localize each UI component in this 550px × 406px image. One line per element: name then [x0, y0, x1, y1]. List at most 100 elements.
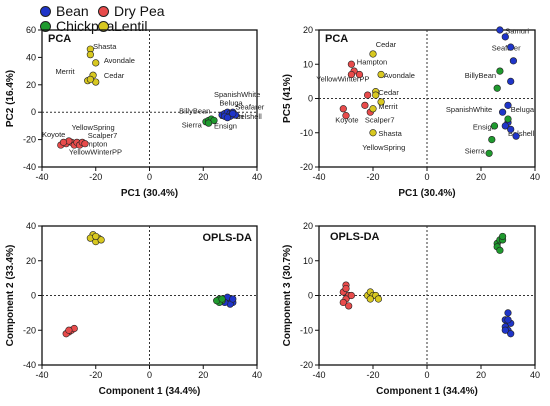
y-tick-label: 0 — [308, 94, 313, 104]
panel-3: -40 -20 0 20 40 -40 -20 0 20 40 Component 1 (34.4%… — [5, 221, 262, 397]
point-bean — [501, 326, 509, 334]
point-bean — [504, 101, 512, 109]
y-tick-label: 20 — [303, 25, 313, 35]
point-label: Beluga — [511, 105, 535, 114]
x-tick-label: -20 — [366, 172, 379, 182]
point-label: Shasta — [378, 129, 402, 138]
point-label: Ensign — [473, 122, 496, 131]
point-lentil — [372, 91, 380, 99]
point-label: Scalper7 — [365, 115, 395, 124]
y-axis-label: PC2 (16.4%) — [5, 70, 16, 127]
y-tick-label: -40 — [23, 360, 36, 370]
y-tick-label: 0 — [31, 107, 36, 117]
y-tick-label: 60 — [26, 25, 36, 35]
point-label: BillyBean — [179, 107, 210, 116]
point-label: Shasta — [93, 42, 117, 51]
point-label: YellowSpring — [362, 143, 405, 152]
x-tick-label: -40 — [312, 172, 325, 182]
x-tick-label: -40 — [35, 172, 48, 182]
point-lentil — [377, 98, 385, 106]
x-tick-label: -20 — [89, 370, 102, 380]
point-bean — [507, 77, 515, 85]
panel-title: PCA — [48, 33, 71, 45]
point-chickpea — [496, 67, 504, 75]
x-tick-label: 0 — [424, 370, 429, 380]
point-chickpea — [490, 122, 499, 130]
y-tick-label: 10 — [303, 59, 313, 69]
point-bean — [509, 57, 518, 65]
point-dry-pea — [342, 112, 350, 120]
point-chickpea — [504, 115, 512, 123]
x-tick-label: 0 — [424, 172, 429, 182]
x-tick-label: 20 — [198, 370, 208, 380]
panel-title: PCA — [325, 33, 348, 45]
point-label: BillyBean — [465, 71, 496, 80]
x-tick-label: 0 — [147, 172, 152, 182]
y-tick-label: 0 — [308, 291, 313, 301]
x-tick-label: 40 — [530, 370, 540, 380]
y-tick-label: -40 — [23, 162, 36, 172]
y-axis-label: PC5 (41%) — [282, 74, 293, 123]
point-dry-pea — [347, 291, 356, 300]
point-label: Cedar — [104, 71, 125, 80]
point-label: Samuri — [505, 26, 529, 35]
panel-title: OPLS-DA — [330, 231, 380, 243]
point-label: Scalper7 — [88, 131, 118, 140]
point-lentil — [92, 59, 100, 67]
point-lentil — [86, 51, 94, 59]
point-bean — [229, 109, 237, 118]
point-dry-pea — [347, 70, 356, 79]
point-dry-pea — [339, 105, 347, 113]
point-chickpea — [205, 119, 213, 127]
point-dry-pea — [342, 284, 350, 293]
point-lentil — [366, 295, 374, 303]
point-bean — [507, 125, 515, 133]
y-tick-label: -20 — [23, 135, 36, 145]
point-lentil — [92, 232, 100, 241]
x-tick-label: 0 — [147, 370, 152, 380]
y-tick-label: -20 — [23, 325, 36, 335]
legend-item-dry-pea: Dry Pea — [98, 4, 165, 18]
point-lentil — [369, 50, 377, 58]
legend-item-bean: Bean — [40, 4, 89, 18]
x-axis-label: PC1 (30.4%) — [398, 188, 455, 199]
point-dry-pea — [347, 60, 356, 68]
y-axis-label: Component 2 (33.4%) — [5, 245, 16, 347]
point-label: Beluga — [219, 98, 243, 107]
point-label: Cedar — [376, 40, 397, 49]
legend-swatch-dry-pea — [98, 6, 109, 17]
point-label: SpanishWhite — [214, 90, 260, 99]
point-bean — [501, 122, 509, 130]
point-bean — [229, 295, 237, 303]
point-chickpea — [499, 232, 507, 241]
y-tick-label: 40 — [26, 52, 36, 62]
point-label: Hampton — [357, 57, 387, 66]
point-label: Koyote — [42, 130, 65, 139]
point-label: Avondale — [384, 71, 415, 80]
point-chickpea — [485, 149, 493, 157]
point-chickpea — [496, 246, 504, 254]
x-tick-label: -40 — [35, 370, 48, 380]
x-tick-label: -20 — [89, 172, 102, 182]
point-label: SpanishWhite — [446, 105, 492, 114]
y-axis-label: Component 3 (30.7%) — [282, 245, 293, 347]
x-tick-label: 20 — [476, 172, 486, 182]
y-tick-label: 40 — [26, 221, 36, 231]
point-bean — [504, 316, 512, 324]
panel-1: -40 -20 0 20 40 -40 -20 0 20 40 60 PC1 (30.4%) PC2 (… — [5, 25, 265, 199]
point-chickpea — [493, 84, 501, 92]
x-axis-label: Component 1 (34.4%) — [376, 386, 478, 397]
x-tick-label: 20 — [198, 172, 208, 182]
point-lentil — [97, 236, 105, 244]
point-label: Avondale — [104, 56, 135, 65]
x-axis-label: Component 1 (34.4%) — [99, 386, 201, 397]
y-tick-label: -20 — [300, 360, 313, 370]
point-dry-pea — [361, 101, 369, 109]
point-lentil — [369, 105, 377, 113]
point-bean — [499, 108, 507, 116]
point-lentil — [86, 75, 94, 83]
point-label: Belshell — [508, 129, 535, 138]
x-tick-label: 20 — [476, 370, 486, 380]
y-tick-label: -20 — [300, 162, 313, 172]
point-bean — [504, 309, 512, 317]
